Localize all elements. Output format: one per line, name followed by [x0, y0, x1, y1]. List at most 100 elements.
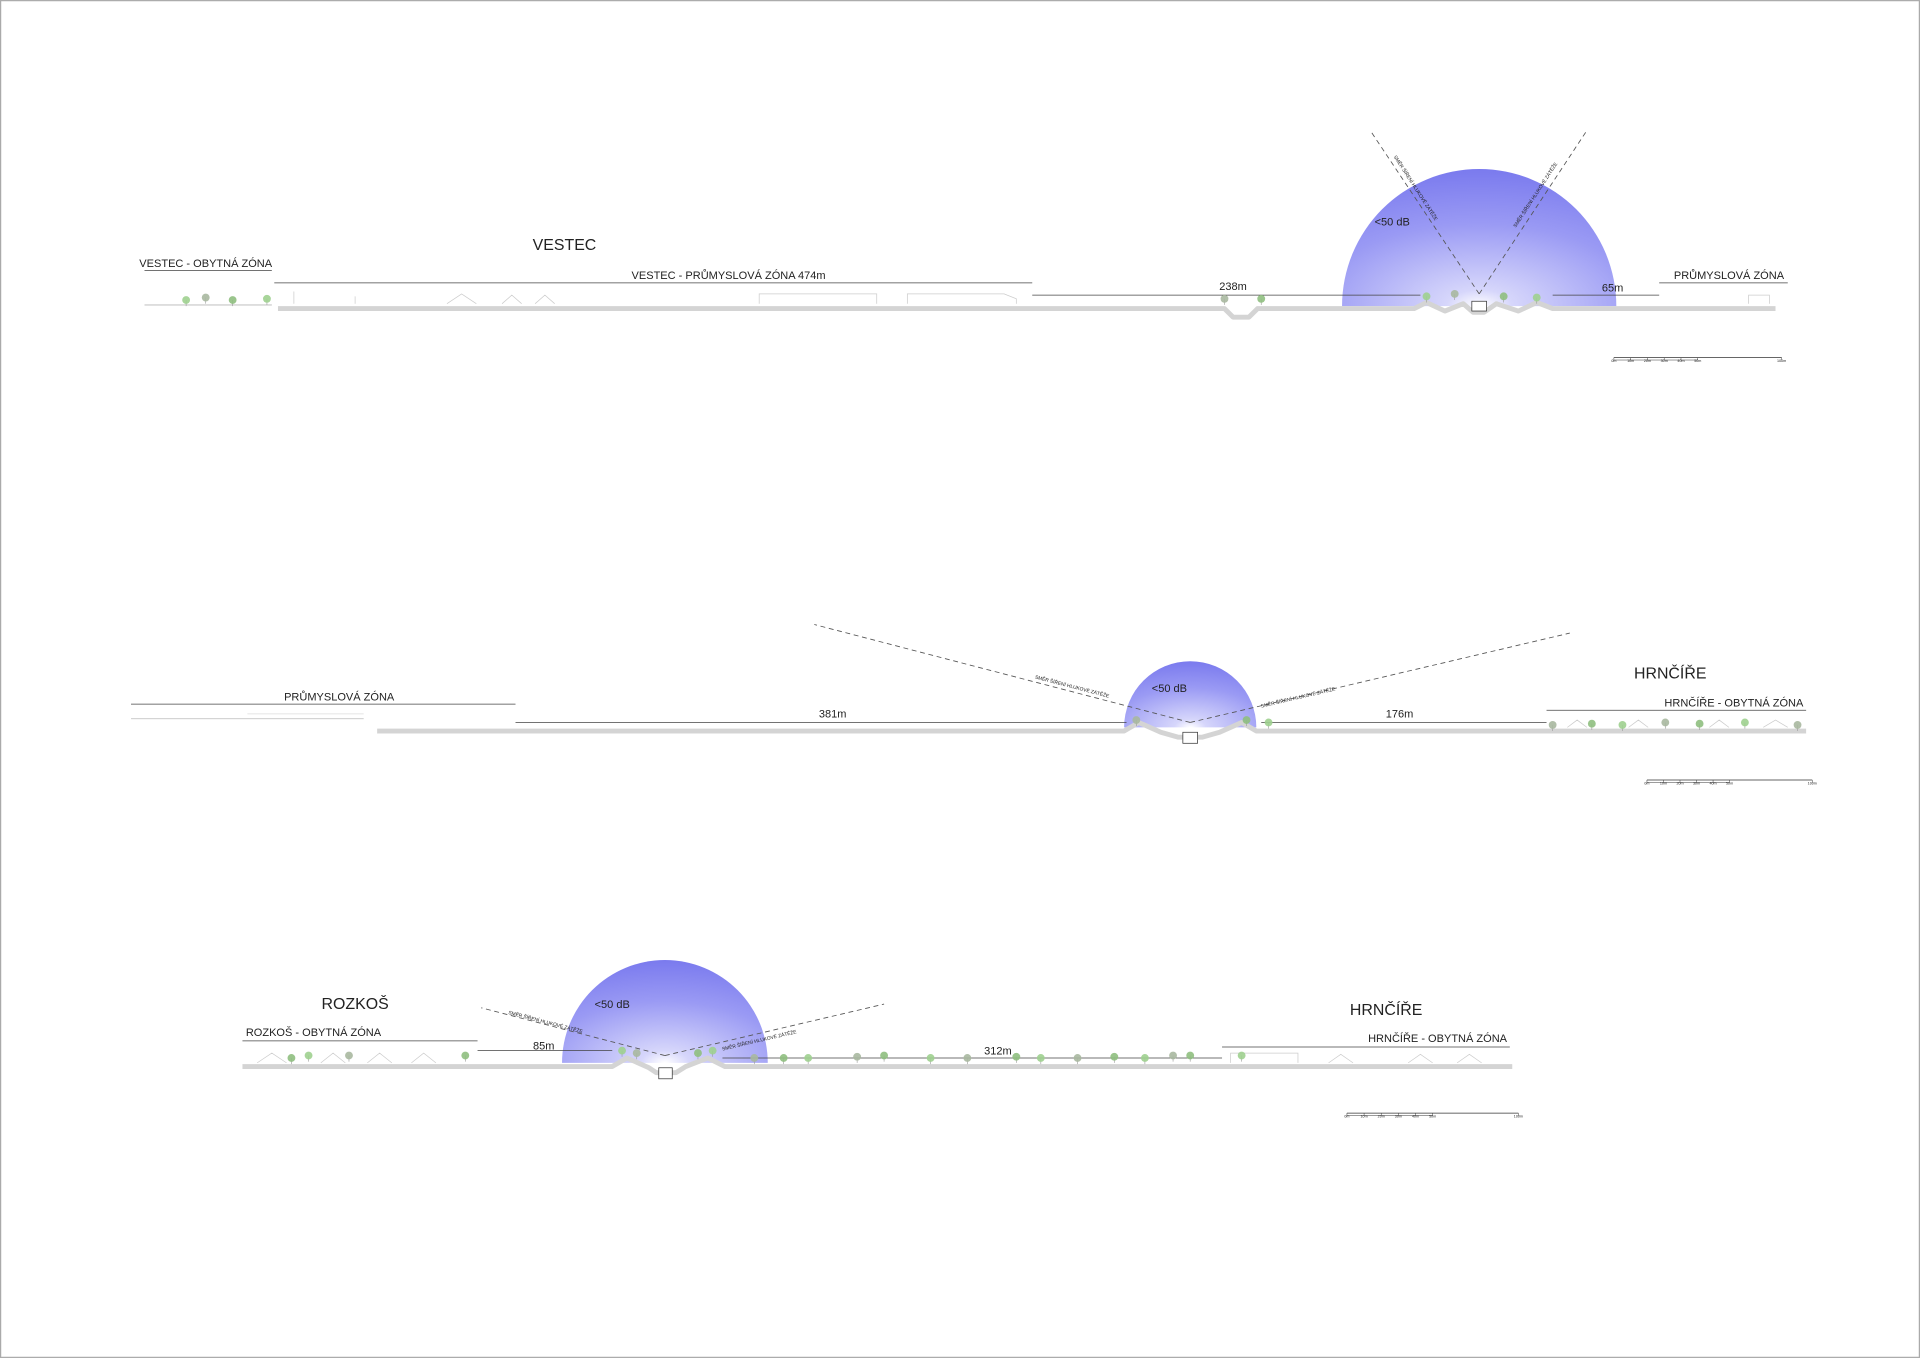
- noise-dome: [1124, 661, 1257, 728]
- noise-dome: [1342, 169, 1617, 307]
- tree: [461, 1051, 470, 1060]
- noise-direction-line: [664, 1003, 885, 1056]
- tree: [1532, 293, 1541, 302]
- tree: [750, 1054, 759, 1062]
- noise-level: <50 dB: [1152, 683, 1187, 695]
- distance-label: 65m: [1602, 282, 1623, 294]
- scale-label: 40m: [1677, 359, 1684, 363]
- tree: [1036, 1054, 1045, 1062]
- buildings: [293, 291, 1770, 304]
- tree: [1220, 294, 1229, 303]
- scale-label: 40m: [1709, 781, 1716, 785]
- tree: [1422, 292, 1431, 301]
- distance-label: 176m: [1386, 709, 1414, 721]
- trees: [182, 289, 1802, 1065]
- tree: [1264, 718, 1273, 727]
- tree: [263, 294, 271, 303]
- ground: [277, 300, 1776, 320]
- distance-label: 85m: [533, 1040, 554, 1052]
- tree: [632, 1049, 641, 1057]
- tree: [963, 1054, 972, 1062]
- scale-label: 0m: [1344, 1114, 1349, 1118]
- place-name: HRNČÍŘE: [1350, 1000, 1422, 1019]
- scale-label: 0m: [1644, 781, 1649, 785]
- tree: [201, 293, 210, 302]
- zone-label: VESTEC - OBYTNÁ ZÓNA: [139, 257, 272, 270]
- tree: [1073, 1054, 1082, 1062]
- scale-label: 30m: [1661, 359, 1668, 363]
- section-hrncire: SMĚR ŠÍŘENÍ HLUKOVÉ ZÁTĚŽE SMĚR ŠÍŘENÍ H…: [131, 624, 1807, 744]
- scale-label: 50m: [1429, 1114, 1436, 1118]
- scale-label: 30m: [1395, 1114, 1402, 1118]
- road-tunnel: [1182, 731, 1198, 744]
- scale-bars: 0m 10m 20m 30m 40m 50m 100m 0m 10m 20m 30m 40m 50m 10…: [1344, 357, 1817, 1118]
- scale-label: 30m: [1693, 781, 1700, 785]
- tree: [618, 1046, 626, 1055]
- scale-label: 10m: [1660, 781, 1667, 785]
- buildings: [256, 1052, 1482, 1064]
- scale-label: 0m: [1611, 359, 1616, 363]
- scale-label: 100m: [1514, 1114, 1523, 1118]
- tree: [779, 1054, 788, 1062]
- noise-direction-line: [481, 1007, 666, 1056]
- scale-label: 10m: [1627, 359, 1634, 363]
- distance-label: 238m: [1219, 281, 1247, 293]
- tree: [1695, 719, 1704, 728]
- tree: [1186, 1051, 1195, 1060]
- tree: [880, 1051, 888, 1060]
- scale-label: 20m: [1378, 1114, 1385, 1118]
- zone-label: PRŮMYSLOVÁ ZÓNA: [1674, 269, 1785, 282]
- tree: [287, 1054, 296, 1062]
- tree: [853, 1052, 862, 1061]
- noise-direction-line: [814, 624, 1191, 723]
- tree: [926, 1054, 935, 1062]
- noise-level: <50 dB: [595, 999, 630, 1011]
- section-vestec: SMĚR ŠÍŘENÍ HLUKOVÉ ZÁTĚŽE SMĚR ŠÍŘENÍ H…: [139, 132, 1788, 320]
- distance-label: 312m: [984, 1045, 1012, 1057]
- tree: [228, 296, 237, 304]
- zone-label: PRŮMYSLOVÁ ZÓNA: [284, 690, 395, 703]
- tree: [1587, 719, 1596, 728]
- tree: [1661, 718, 1670, 727]
- road-tunnel: [1471, 300, 1487, 312]
- zone-label: ROZKOŠ - OBYTNÁ ZÓNA: [246, 1026, 382, 1039]
- noise-dome: [562, 960, 768, 1063]
- tree: [1499, 292, 1508, 301]
- tree: [1450, 289, 1459, 298]
- scale-label: 20m: [1644, 359, 1651, 363]
- zone-label: VESTEC - PRŮMYSLOVÁ ZÓNA 474m: [632, 269, 826, 282]
- place-name: VESTEC: [533, 237, 597, 254]
- tree: [804, 1054, 813, 1062]
- tree: [1618, 721, 1627, 729]
- road-tunnel: [658, 1067, 673, 1080]
- noise-direction-line: [1478, 132, 1587, 295]
- scale-label: 40m: [1412, 1114, 1419, 1118]
- tree: [1012, 1052, 1021, 1061]
- scale-label: 100m: [1777, 359, 1786, 363]
- tree: [1132, 716, 1141, 724]
- noise-direction-line: [1371, 132, 1480, 295]
- scale-label: 20m: [1676, 781, 1683, 785]
- noise-level: <50 dB: [1375, 216, 1410, 228]
- tree: [1257, 294, 1266, 303]
- tree: [694, 1049, 702, 1057]
- buildings: [1567, 719, 1788, 728]
- scale-label: 10m: [1361, 1114, 1368, 1118]
- tree: [1548, 721, 1557, 729]
- place-name: HRNČÍŘE: [1634, 663, 1706, 682]
- tree: [1740, 718, 1749, 727]
- tree: [1242, 716, 1251, 724]
- tree: [1110, 1052, 1119, 1061]
- tree: [182, 296, 191, 304]
- section-rozkos: SMĚR ŠÍŘENÍ HLUKOVÉ ZÁTĚŽE SMĚR ŠÍŘENÍ H…: [242, 960, 1513, 1080]
- tree: [304, 1051, 313, 1060]
- zone-label: HRNČÍŘE - OBYTNÁ ZÓNA: [1368, 1032, 1508, 1045]
- zone-label: HRNČÍŘE - OBYTNÁ ZÓNA: [1664, 697, 1804, 710]
- scale-label: 50m: [1726, 781, 1733, 785]
- tree: [345, 1051, 353, 1060]
- distance-label: 381m: [819, 709, 847, 721]
- noise-direction-label: SMĚR ŠÍŘENÍ HLUKOVÉ ZÁTĚŽE: [1034, 673, 1111, 700]
- scale-label: 100m: [1808, 781, 1817, 785]
